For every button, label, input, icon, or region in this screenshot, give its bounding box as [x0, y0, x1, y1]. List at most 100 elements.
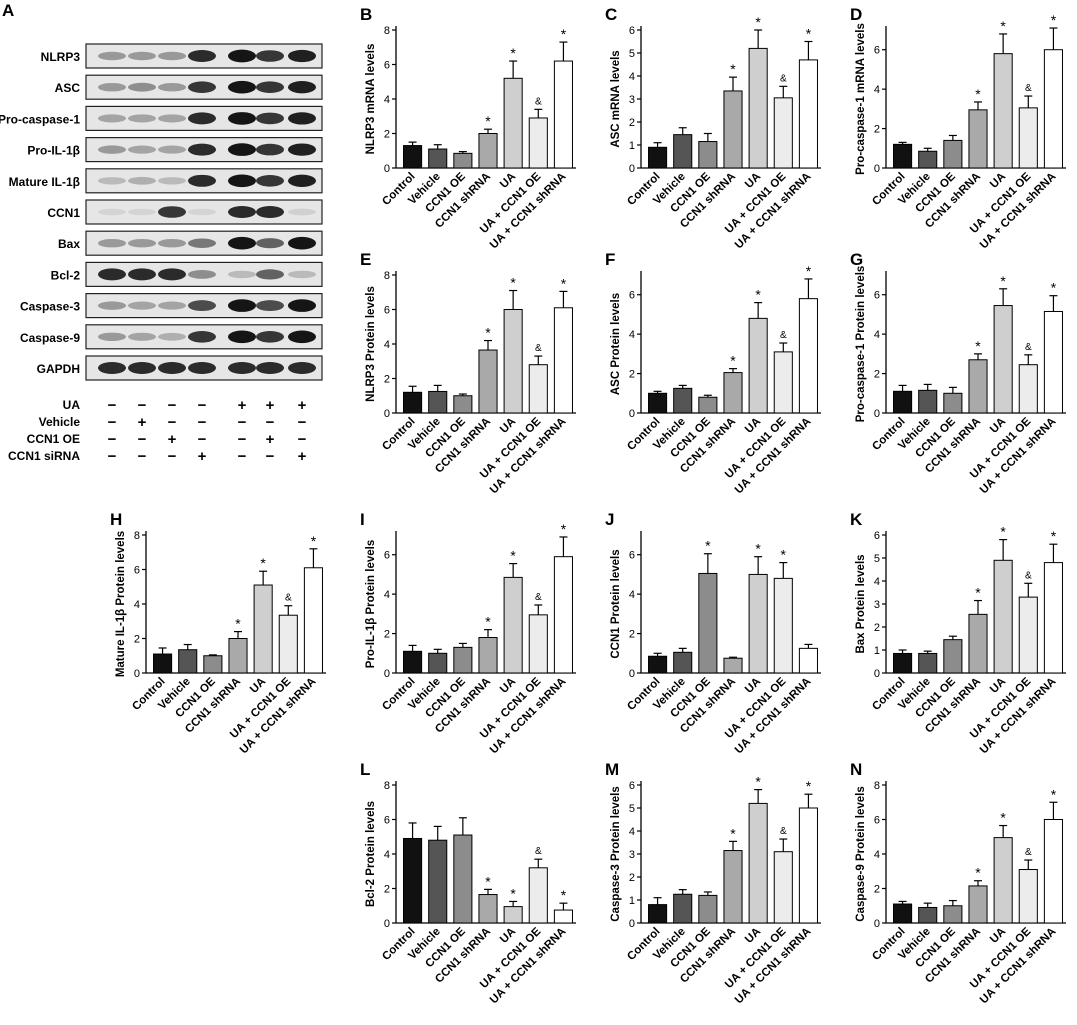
- protein-band: [256, 175, 284, 187]
- treatment-sign: −: [138, 431, 147, 448]
- y-tick-label: 2: [134, 634, 140, 646]
- protein-band: [128, 301, 156, 310]
- panel-label: J: [605, 510, 614, 529]
- bar: [968, 613, 988, 674]
- significance-mark: *: [485, 113, 491, 129]
- treatment-sign: −: [266, 414, 275, 431]
- protein-band: [228, 112, 256, 125]
- protein-band: [188, 50, 216, 62]
- bar: [528, 117, 548, 169]
- treatment-label: UA: [63, 398, 81, 412]
- protein-band: [188, 300, 216, 312]
- protein-band: [188, 143, 216, 156]
- bar: [648, 904, 668, 924]
- protein-band: [188, 112, 216, 125]
- panel-label: L: [360, 760, 370, 779]
- y-tick-label: 3: [874, 599, 880, 611]
- protein-band: [256, 238, 284, 249]
- protein-band: [288, 81, 316, 94]
- bar: [478, 133, 498, 169]
- protein-band: [158, 145, 186, 154]
- protein-band: [228, 80, 256, 94]
- bar: [428, 652, 448, 674]
- bar: [773, 851, 793, 924]
- y-tick-label: 4: [134, 599, 140, 611]
- protein-band: [228, 330, 256, 344]
- significance-mark: *: [755, 774, 761, 790]
- y-axis-label: Bax Protein levels: [855, 554, 867, 653]
- bar: [1043, 819, 1063, 924]
- bar: [673, 134, 693, 169]
- significance-mark: *: [510, 885, 516, 901]
- y-axis-label: Bcl-2 Protein levels: [365, 801, 377, 907]
- protein-band: [98, 362, 126, 374]
- panel-label: C: [605, 5, 617, 24]
- treatment-sign: −: [266, 448, 275, 465]
- significance-mark: *: [510, 548, 516, 564]
- protein-band: [98, 51, 126, 61]
- bar: [648, 655, 668, 674]
- treatment-sign: +: [298, 397, 307, 414]
- bar: [748, 802, 768, 924]
- protein-band: [128, 238, 156, 248]
- significance-mark: *: [561, 887, 567, 903]
- protein-band: [128, 145, 156, 154]
- protein-band: [158, 51, 186, 61]
- bar: [723, 372, 743, 414]
- y-tick-label: 0: [874, 668, 880, 680]
- treatment-sign: −: [298, 414, 307, 431]
- bar: [993, 53, 1013, 169]
- bar: [1018, 107, 1038, 169]
- panel-label: K: [850, 510, 863, 529]
- bar: [968, 885, 988, 924]
- y-tick-label: 0: [629, 668, 635, 680]
- y-tick-label: 6: [629, 550, 635, 562]
- y-tick-label: 2: [874, 369, 880, 381]
- treatment-sign: −: [168, 448, 177, 465]
- significance-mark: *: [260, 555, 266, 571]
- bar: [478, 637, 498, 674]
- treatment-sign: +: [168, 431, 177, 448]
- bar: [673, 387, 693, 414]
- significance-mark: *: [235, 616, 241, 632]
- significance-mark: *: [975, 865, 981, 881]
- protein-band: [188, 331, 216, 343]
- treatment-sign: +: [298, 448, 307, 465]
- y-tick-label: 2: [874, 884, 880, 896]
- y-tick-label: 1: [629, 140, 635, 152]
- y-tick-label: 3: [629, 94, 635, 106]
- protein-band: [288, 208, 316, 216]
- treatment-sign: −: [108, 448, 117, 465]
- treatment-label: Vehicle: [39, 415, 81, 429]
- protein-band: [128, 208, 156, 216]
- bar: [918, 150, 938, 169]
- bar: [893, 390, 913, 414]
- bar: [798, 298, 818, 414]
- x-tick-label: UA: [498, 676, 518, 696]
- y-tick-label: 0: [384, 668, 390, 680]
- protein-band: [158, 206, 186, 218]
- y-axis-label: Mature IL-1β Protein levels: [115, 531, 127, 677]
- bar: [968, 109, 988, 169]
- significance-mark: &: [535, 343, 542, 354]
- y-axis-label: ASC mRNA levels: [610, 50, 622, 147]
- treatment-sign: −: [168, 397, 177, 414]
- protein-band: [188, 362, 216, 374]
- bar: [648, 146, 668, 169]
- bar: [453, 646, 473, 674]
- protein-band: [256, 206, 284, 218]
- y-tick-label: 2: [384, 129, 390, 141]
- band-label: Bax: [58, 237, 80, 251]
- protein-band: [228, 206, 256, 218]
- y-tick-label: 5: [629, 48, 635, 60]
- treatment-sign: −: [238, 414, 247, 431]
- bar: [748, 573, 768, 674]
- x-tick-label: UA: [248, 676, 268, 696]
- significance-mark: *: [975, 585, 981, 601]
- treatment-sign: −: [108, 431, 117, 448]
- significance-mark: &: [780, 826, 787, 837]
- bar: [278, 614, 298, 674]
- band-label: Pro-caspase-1: [0, 112, 80, 126]
